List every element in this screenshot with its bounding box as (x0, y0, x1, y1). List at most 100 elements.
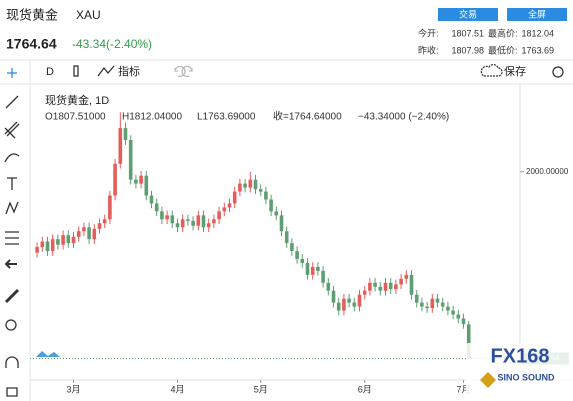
candle-body (212, 219, 216, 224)
candle-body (82, 227, 86, 232)
zoom-tool[interactable] (5, 319, 17, 331)
undo-icon[interactable] (174, 65, 186, 78)
candle-body (92, 228, 97, 240)
candle-body (175, 223, 180, 228)
candle-body (373, 282, 377, 287)
candle-body (160, 211, 164, 220)
candle-body (362, 290, 367, 295)
candle-body (357, 294, 362, 307)
candle-body (409, 274, 414, 295)
candle-body (144, 175, 149, 196)
logo-mark (480, 372, 496, 388)
candle-body (336, 302, 341, 311)
candle-body (201, 215, 206, 228)
text-tool[interactable] (7, 177, 17, 190)
candle-body (139, 175, 143, 184)
candle-body (264, 191, 268, 200)
candle-body (316, 266, 320, 271)
prediction-tool[interactable] (5, 231, 19, 245)
indicators[interactable]: 指标 (118, 64, 140, 78)
candle-body (66, 235, 71, 244)
cloud-icon[interactable] (480, 63, 503, 77)
legend-high: H1812.04000 (122, 112, 182, 123)
fullscreen-button-bg[interactable] (507, 8, 567, 21)
candle-body (123, 128, 128, 140)
redo-icon[interactable] (181, 65, 193, 78)
interval[interactable]: D (46, 66, 54, 78)
magnet-tool[interactable] (5, 356, 19, 368)
candle-body (134, 179, 138, 184)
candle-body (191, 220, 195, 226)
candle-body (149, 195, 154, 204)
price-change: -43.34(-2.40%) (72, 37, 152, 51)
legend-low: L1763.69000 (197, 112, 256, 123)
candle-body (321, 270, 325, 283)
trade-button-bg[interactable] (438, 8, 498, 21)
candle-body (430, 298, 435, 309)
stat-label: 今开: (418, 27, 439, 38)
candle-body (342, 298, 346, 311)
candle-body (45, 241, 50, 252)
candle-body (425, 306, 429, 309)
legend-close: 收=1764.64000 (273, 110, 342, 123)
settings-icon[interactable] (552, 66, 564, 78)
brush-tool[interactable] (4, 153, 20, 163)
candle-body (378, 286, 383, 291)
candle-body (352, 302, 357, 307)
candle-body (170, 215, 175, 224)
trade-button[interactable]: 交易 (459, 8, 477, 19)
stat-value: 1812.04 (521, 28, 554, 38)
fullscreen-button[interactable]: 全屏 (528, 8, 546, 19)
candle-body (180, 219, 185, 228)
candle-body (206, 223, 211, 228)
candle-body (388, 282, 393, 290)
last-price: 1764.64 (6, 36, 57, 52)
lock-tool[interactable] (6, 387, 18, 397)
candle-body (165, 215, 169, 220)
candle-body (118, 128, 123, 164)
candle-body (456, 314, 461, 319)
candle-icon[interactable] (73, 65, 79, 77)
chart-icon (36, 351, 60, 357)
indicator-icon[interactable] (97, 65, 115, 77)
fib-tool[interactable] (4, 121, 20, 139)
candle-body (310, 266, 315, 275)
ruler-tool[interactable] (4, 288, 20, 304)
y-tick-label: 2000.00000 (526, 167, 569, 176)
stat-label: 最低价: (488, 44, 518, 55)
candle-body (61, 235, 65, 245)
logo-sub: SINO SOUND (497, 372, 555, 382)
x-tick-label: 6月 (358, 384, 372, 394)
candle-body (196, 215, 201, 226)
candle-body (279, 215, 284, 232)
candle-body (40, 241, 45, 248)
candle-body (71, 236, 76, 244)
candle-body (102, 219, 107, 224)
stat-label: 最高价: (488, 27, 518, 38)
candle-body (284, 231, 289, 244)
candle-body (440, 302, 445, 307)
candle-body (414, 294, 419, 303)
stat-label: 昨收: (418, 44, 439, 55)
candle-body (305, 262, 310, 275)
candle-body (248, 179, 253, 188)
x-tick-label: 3月 (66, 384, 80, 394)
pattern-tool[interactable] (5, 201, 19, 215)
candle-body (300, 258, 305, 263)
logo-bg (466, 343, 573, 401)
candle-body (232, 191, 237, 204)
back-tool[interactable] (4, 259, 17, 269)
candle-body (326, 282, 331, 291)
candle-body (274, 211, 279, 216)
candle-body (154, 203, 159, 212)
candle-body (186, 219, 190, 221)
line-tool[interactable] (5, 95, 19, 109)
crosshair-tool[interactable] (7, 68, 17, 78)
x-tick-label: 7月 (456, 384, 470, 394)
candle-body (290, 243, 294, 252)
candle-body (217, 211, 221, 220)
candle-body (108, 195, 112, 220)
save[interactable]: 保存 (504, 64, 526, 78)
legend-open: O1807.51000 (45, 112, 106, 123)
